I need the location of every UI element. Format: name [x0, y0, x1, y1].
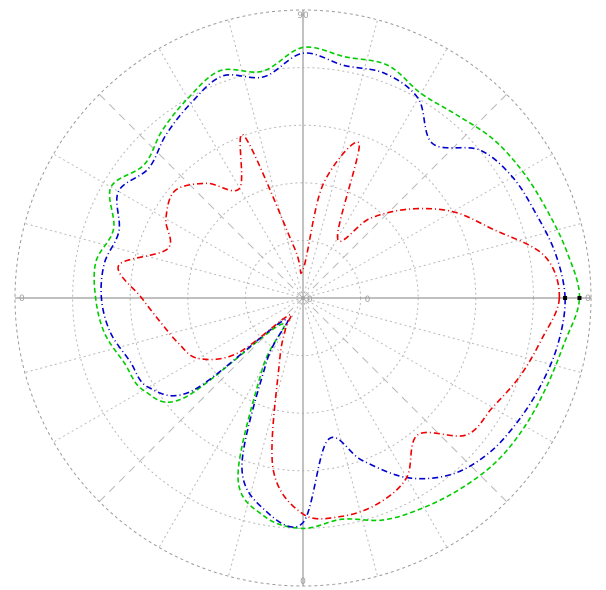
angle-tick-label: 90	[297, 11, 309, 21]
angular-grid-spoke	[98, 93, 304, 299]
angular-grid-spoke	[158, 48, 304, 299]
polar-axes	[15, 10, 591, 586]
angular-grid-spoke	[302, 297, 582, 374]
angular-grid-spoke	[24, 297, 304, 374]
data-marker	[563, 296, 568, 300]
angular-grid-spoke	[302, 297, 553, 443]
angular-grid-spoke	[302, 297, 448, 548]
angle-tick-label: 0	[585, 294, 591, 304]
angular-grid-spoke	[227, 19, 304, 299]
angular-grid-spoke	[53, 153, 304, 299]
angular-grid-spoke	[302, 48, 448, 299]
series-line-1	[93, 46, 581, 530]
angular-grid-spoke	[302, 222, 582, 299]
series-line-3	[117, 133, 561, 520]
angle-tick-label: 0	[19, 294, 25, 304]
angular-grid-spoke	[98, 297, 304, 503]
angular-grid-spoke	[302, 297, 379, 577]
series-line-2	[100, 52, 566, 528]
radial-tick-label: 0	[365, 295, 371, 305]
angular-grid-spoke	[302, 93, 508, 299]
angular-grid-spoke	[302, 19, 379, 299]
angular-grid-spoke	[24, 222, 304, 299]
angular-grid-spoke	[53, 297, 304, 443]
data-marker	[577, 296, 582, 300]
angle-tick-label: 0	[300, 577, 306, 587]
angular-grid-spoke	[158, 297, 304, 548]
angular-grid-spoke	[302, 153, 553, 299]
polar-series	[93, 46, 582, 530]
radial-tick-label: 0	[307, 295, 313, 305]
polar-tick-labels: 0 90 0 0 0 0	[19, 11, 591, 587]
angular-grid-spoke	[227, 297, 304, 577]
angular-grid-spoke	[302, 297, 508, 503]
